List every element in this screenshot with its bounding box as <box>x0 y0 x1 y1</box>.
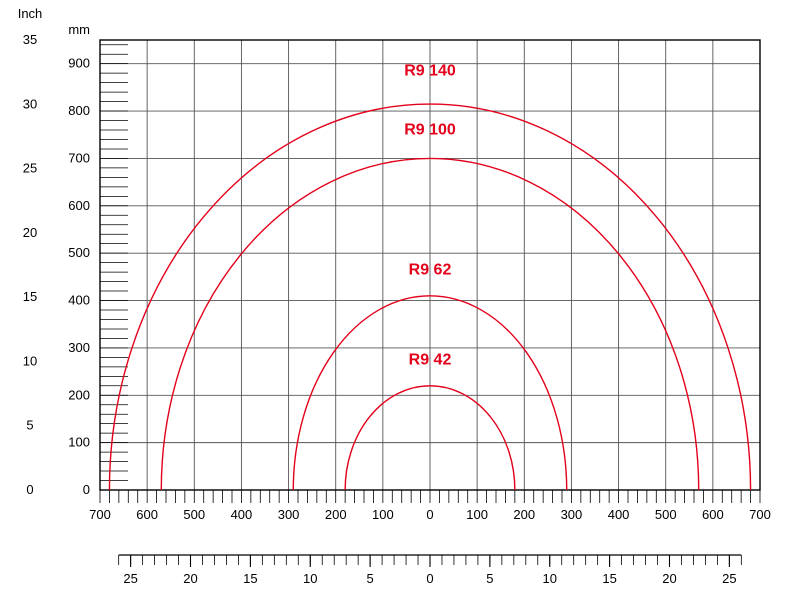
y-inch-label: 10 <box>23 353 37 368</box>
x-mm-label: 600 <box>702 507 724 522</box>
x-mm-label: 700 <box>89 507 111 522</box>
x-mm-label: 300 <box>278 507 300 522</box>
y-mm-label: 500 <box>68 245 90 260</box>
x-inch-label: 20 <box>662 571 676 586</box>
arc-label: R9 42 <box>409 351 452 368</box>
y-inch-title: Inch <box>18 6 43 21</box>
x-mm-label: 600 <box>136 507 158 522</box>
x-inch-label: 10 <box>303 571 317 586</box>
y-inch-label: 25 <box>23 161 37 176</box>
y-mm-label: 0 <box>83 482 90 497</box>
y-mm-label: 700 <box>68 150 90 165</box>
x-mm-label: 300 <box>561 507 583 522</box>
x-mm-label: 100 <box>372 507 394 522</box>
y-mm-label: 100 <box>68 435 90 450</box>
x-mm-label: 0 <box>426 507 433 522</box>
y-inch-label: 5 <box>26 418 33 433</box>
arc-label: R9 62 <box>409 261 452 278</box>
chart-svg: 0100200300400500600700800900mm0510152025… <box>0 0 790 600</box>
x-mm-label: 500 <box>655 507 677 522</box>
x-inch-label: 15 <box>243 571 257 586</box>
x-mm-label: 700 <box>749 507 771 522</box>
y-mm-label: 900 <box>68 56 90 71</box>
y-inch-label: 35 <box>23 32 37 47</box>
arc-label: R9 100 <box>404 122 456 139</box>
x-mm-label: 200 <box>325 507 347 522</box>
y-mm-label: 800 <box>68 103 90 118</box>
y-mm-title: mm <box>68 22 90 37</box>
x-inch-label: 10 <box>543 571 557 586</box>
x-mm-label: 500 <box>183 507 205 522</box>
y-mm-label: 200 <box>68 387 90 402</box>
x-inch-label: 20 <box>183 571 197 586</box>
x-inch-label: 0 <box>426 571 433 586</box>
polar-radius-chart: 0100200300400500600700800900mm0510152025… <box>0 0 790 600</box>
x-mm-label: 200 <box>513 507 535 522</box>
arc-label: R9 140 <box>404 63 456 80</box>
y-inch-label: 15 <box>23 289 37 304</box>
x-mm-label: 400 <box>231 507 253 522</box>
y-mm-label: 600 <box>68 198 90 213</box>
y-mm-label: 400 <box>68 293 90 308</box>
x-mm-label: 400 <box>608 507 630 522</box>
x-inch-label: 5 <box>367 571 374 586</box>
y-inch-label: 0 <box>26 482 33 497</box>
x-mm-label: 100 <box>466 507 488 522</box>
y-inch-label: 20 <box>23 225 37 240</box>
x-inch-label: 25 <box>123 571 137 586</box>
y-inch-label: 30 <box>23 96 37 111</box>
x-inch-label: 25 <box>722 571 736 586</box>
y-mm-label: 300 <box>68 340 90 355</box>
x-inch-label: 5 <box>486 571 493 586</box>
x-inch-label: 15 <box>602 571 616 586</box>
